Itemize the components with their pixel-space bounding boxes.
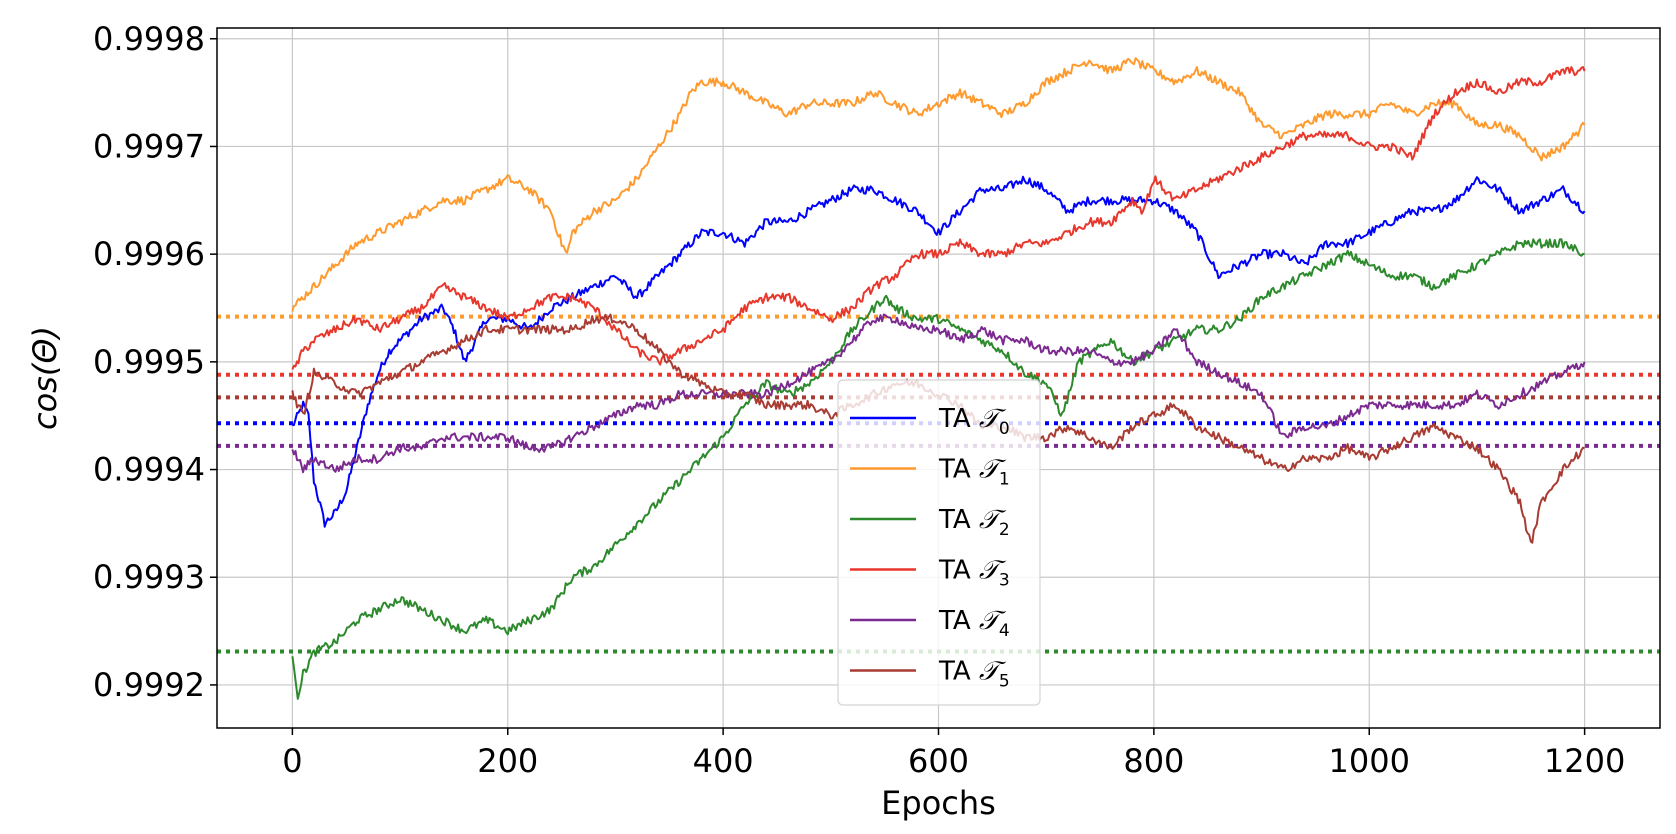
x-tick-label: 600: [908, 742, 969, 780]
y-tick-label: 0.9996: [93, 235, 205, 273]
series-line-2: [291, 238, 1585, 700]
x-tick-label: 400: [693, 742, 754, 780]
y-axis-label: cos(Θ): [26, 326, 64, 430]
series-line-3: [291, 66, 1586, 370]
legend-entry-prefix: TA: [938, 556, 979, 586]
y-tick-label: 0.9993: [93, 558, 205, 596]
x-axis-label: Epochs: [881, 784, 996, 822]
x-tick-label: 1000: [1329, 742, 1410, 780]
legend-entry: TA 𝒯0: [938, 404, 1010, 439]
x-axis-ticks: 0 200 400 600 800 1000 1200: [282, 728, 1625, 780]
y-axis-ticks: 0.9992 0.9993 0.9994 0.9995 0.9996 0.9997 0.99…: [93, 20, 217, 704]
y-tick-label: 0.9997: [93, 127, 205, 165]
x-tick-label: 800: [1123, 742, 1184, 780]
x-tick-label: 0: [282, 742, 302, 780]
x-tick-label: 1200: [1544, 742, 1625, 780]
legend-entry-prefix: TA: [938, 505, 979, 535]
y-tick-label: 0.9998: [93, 20, 205, 58]
legend-entry-subscript: 5: [999, 672, 1010, 692]
series-line-4: [291, 313, 1586, 474]
legend-entry-subscript: 0: [999, 419, 1010, 439]
legend-entry-subscript: 2: [999, 520, 1010, 540]
legend-entry: TA 𝒯2: [938, 505, 1010, 540]
legend-entry-prefix: TA: [938, 606, 979, 636]
x-tick-label: 200: [477, 742, 538, 780]
legend-entry-subscript: 4: [999, 621, 1010, 641]
legend-entry-prefix: TA: [938, 657, 979, 687]
y-tick-label: 0.9995: [93, 343, 205, 381]
legend-entry-subscript: 3: [999, 571, 1010, 591]
legend-box: [837, 379, 1041, 706]
y-tick-label: 0.9994: [93, 451, 205, 489]
legend-entry-prefix: TA: [938, 455, 979, 485]
legend-entry-prefix: TA: [938, 404, 979, 434]
y-tick-label: 0.9992: [93, 666, 205, 704]
series-line-1: [291, 57, 1586, 312]
legend-entry-subscript: 1: [999, 470, 1010, 490]
